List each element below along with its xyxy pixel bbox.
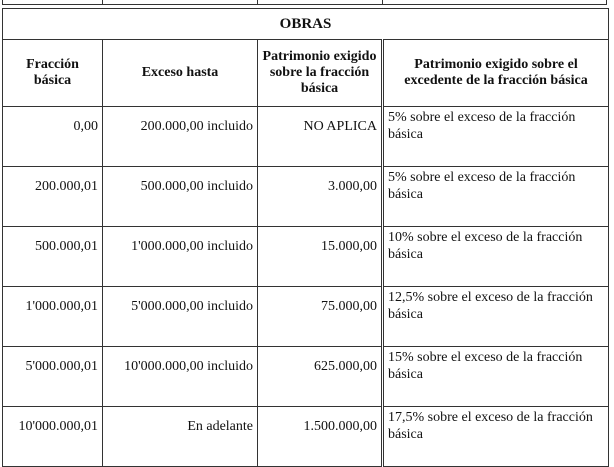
- table-row: 1'000.000,01 5'000.000,00 incluido 75.000,…: [2, 286, 609, 347]
- header-fraccion-basica: Fracción básica: [2, 39, 103, 107]
- table-row: 10'000.000,01 En adelante 1.500.000,00 17,5…: [2, 406, 609, 467]
- cell-patrimonio-fraccion: NO APLICA: [257, 106, 383, 167]
- cell-exceso-hasta: 200.000,00 incluido: [102, 106, 258, 167]
- cell-patrimonio-fraccion: 75.000,00: [257, 286, 383, 347]
- cell-exceso-hasta: 5'000.000,00 incluido: [102, 286, 258, 347]
- header-row: Fracción básica Exceso hasta Patrimonio …: [2, 39, 609, 107]
- cell-exceso-hasta: En adelante: [102, 406, 258, 467]
- cell-patrimonio-excedente: 12,5% sobre el exceso de la fracción bás…: [381, 286, 609, 347]
- cell-fraccion-basica: 500.000,01: [2, 226, 103, 287]
- cell-exceso-hasta: 10'000.000,00 incluido: [102, 346, 258, 407]
- cell-fraccion-basica: 0,00: [2, 106, 103, 167]
- cell-patrimonio-fraccion: 625.000,00: [257, 346, 383, 407]
- cell-patrimonio-fraccion: 3.000,00: [257, 166, 383, 227]
- cell-patrimonio-fraccion: 1.500.000,00: [257, 406, 383, 467]
- cell-patrimonio-fraccion: 15.000,00: [257, 226, 383, 287]
- cell-patrimonio-excedente: 5% sobre el exceso de la fracción básica: [381, 106, 609, 167]
- header-exceso-hasta: Exceso hasta: [102, 39, 258, 107]
- cell-patrimonio-excedente: 17,5% sobre el exceso de la fracción bás…: [381, 406, 609, 467]
- cell-fraccion-basica: 200.000,01: [2, 166, 103, 227]
- cell-patrimonio-excedente: 5% sobre el exceso de la fracción básica: [381, 166, 609, 227]
- cell-exceso-hasta: 1'000.000,00 incluido: [102, 226, 258, 287]
- cell-patrimonio-excedente: 10% sobre el exceso de la fracción básic…: [381, 226, 609, 287]
- table-row: 500.000,01 1'000.000,00 incluido 15.000,00…: [2, 226, 609, 287]
- cell-fraccion-basica: 10'000.000,01: [2, 406, 103, 467]
- header-patrimonio-fraccion: Patrimonio exigido sobre la fracción bás…: [257, 39, 383, 107]
- header-patrimonio-excedente: Patrimonio exigido sobre el excedente de…: [381, 39, 609, 107]
- cell-fraccion-basica: 5'000.000,01: [2, 346, 103, 407]
- table-row: 5'000.000,01 10'000.000,00 incluido 625.00…: [2, 346, 609, 407]
- table-row: 0,00 200.000,00 incluido NO APLICA 5% sobre…: [2, 106, 609, 167]
- previous-table-fragment: [2, 0, 607, 5]
- table-title: OBRAS: [2, 8, 609, 40]
- cell-patrimonio-excedente: 15% sobre el exceso de la fracción básic…: [381, 346, 609, 407]
- cell-exceso-hasta: 500.000,00 incluido: [102, 166, 258, 227]
- cell-fraccion-basica: 1'000.000,01: [2, 286, 103, 347]
- table-row: 200.000,01 500.000,00 incluido 3.000,00 5% …: [2, 166, 609, 227]
- obras-table: OBRAS Fracción básica Exceso hasta Patri…: [2, 8, 609, 467]
